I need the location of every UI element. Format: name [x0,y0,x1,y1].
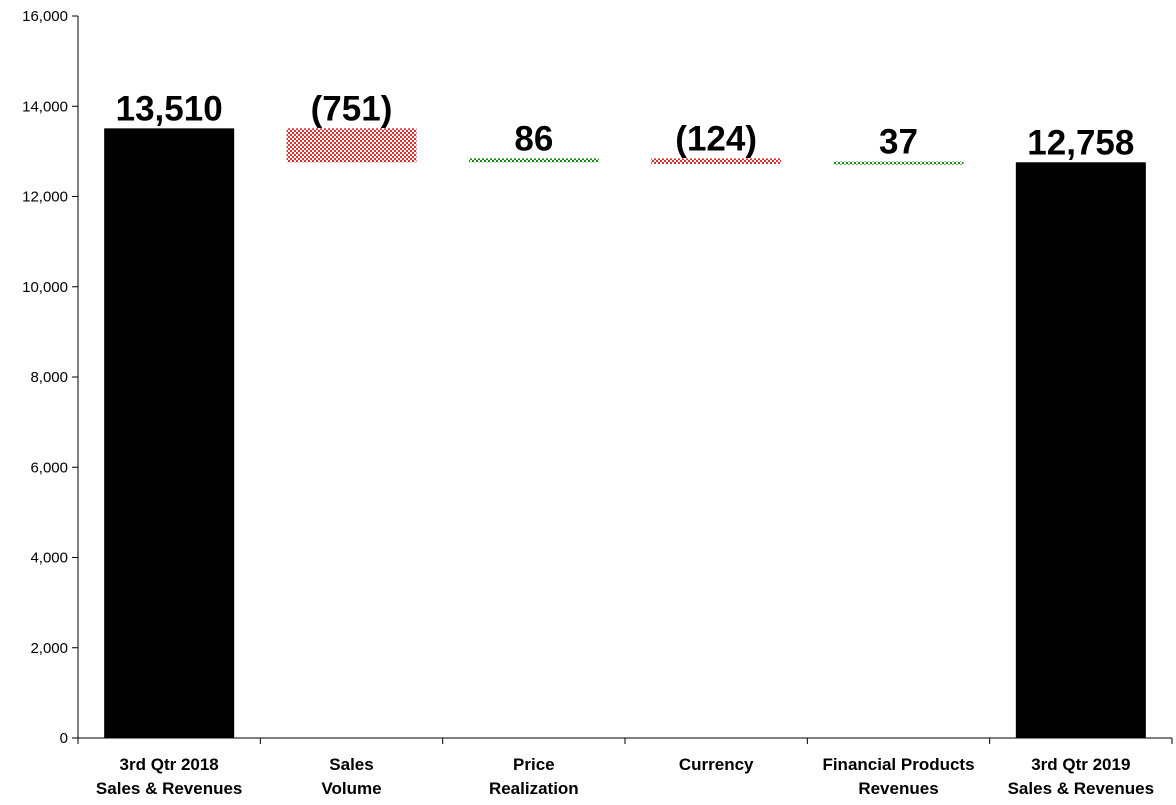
y-tick-label: 12,000 [22,189,68,206]
category-label: 3rd Qtr 2018 Sales & Revenues [96,755,242,798]
y-tick-label: 16,000 [22,8,68,25]
y-tick-label: 8,000 [30,369,68,386]
data-label: (124) [675,119,757,158]
increase-bar [468,158,599,163]
decrease-bar [286,128,417,163]
axes: 0 2,000 4,000 6,000 8,000 10,000 12,000 14,000 1… [22,8,1173,747]
category-label-line: Volume [321,779,381,798]
y-tick-label: 10,000 [22,279,68,296]
total-bar [104,128,235,738]
category-label-line: Revenues [858,779,938,798]
data-label: 86 [514,119,553,158]
y-tick-label: 0 [60,730,68,747]
category-label: Currency [679,755,754,774]
category-label-line: Sales & Revenues [96,779,242,798]
category-label-line: Sales & Revenues [1008,779,1154,798]
data-label: (751) [311,89,393,128]
labels: 13,510 3rd Qtr 2018 Sales & Revenues (751) S… [96,89,1154,798]
bars [104,128,1146,738]
category-label: Sales Volume [321,755,381,798]
category-label-line: Price [513,755,555,774]
increase-bar [833,161,964,165]
category-label: 3rd Qtr 2019 Sales & Revenues [1008,755,1154,798]
total-bar [1015,162,1146,738]
category-label-line: 3rd Qtr 2019 [1031,755,1130,774]
data-label: 37 [879,123,918,162]
data-label: 12,758 [1027,123,1134,162]
y-tick-label: 2,000 [30,640,68,657]
category-label-line: Currency [679,755,754,774]
data-label: 13,510 [116,89,223,128]
category-label: Price Realization [489,755,579,798]
category-label-line: Financial Products [822,755,974,774]
category-label: Financial Products Revenues [822,755,974,798]
category-label-line: 3rd Qtr 2018 [120,755,219,774]
category-label-line: Sales [329,755,373,774]
decrease-bar [651,158,782,164]
y-tick-label: 4,000 [30,550,68,567]
y-tick-label: 6,000 [30,459,68,476]
category-label-line: Realization [489,779,579,798]
y-tick-label: 14,000 [22,98,68,115]
